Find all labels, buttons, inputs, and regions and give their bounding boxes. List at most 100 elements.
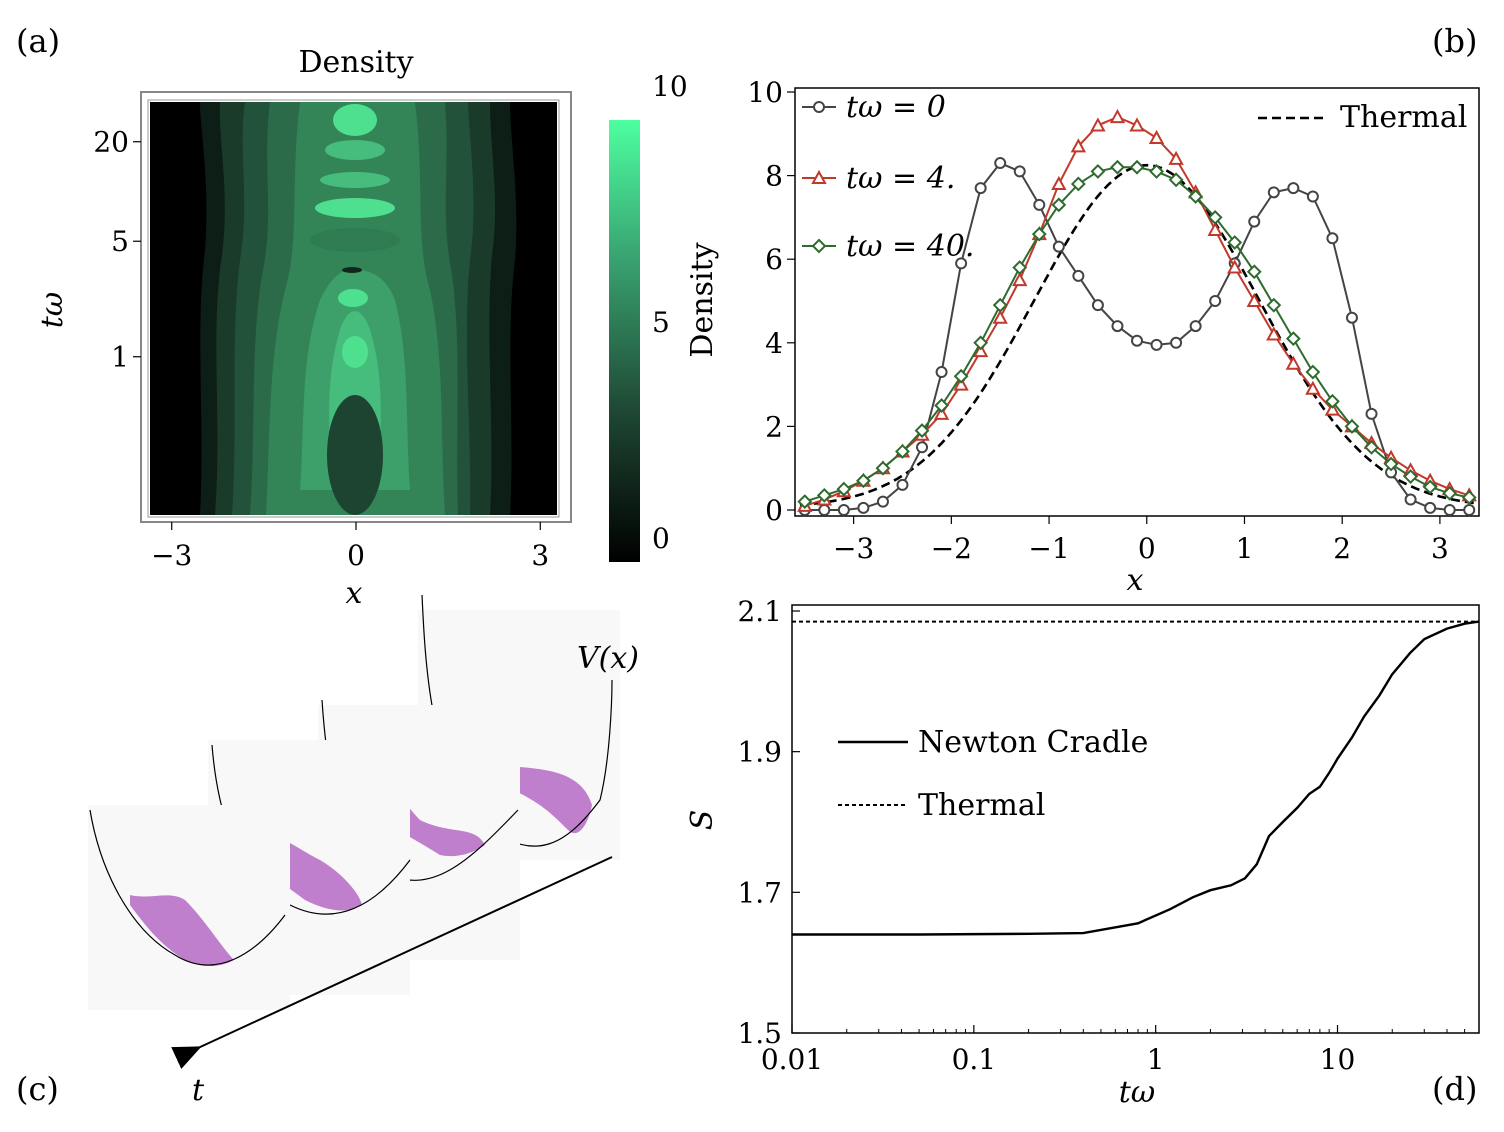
newton-cradle-entropy-line <box>792 620 1480 936</box>
entropy-x-tick-label: 0.1 <box>952 1043 997 1076</box>
diamond-marker <box>1031 226 1047 242</box>
colorbar-tick-label: 10 <box>652 70 688 103</box>
potential-well-1 <box>88 805 290 1010</box>
triangle-marker <box>1051 175 1067 190</box>
circle-marker <box>994 157 1007 170</box>
circle-marker <box>896 478 909 491</box>
entropy-legend: Newton Cradle Thermal <box>838 725 1148 823</box>
heatmap-x-tick-label: 3 <box>531 539 549 572</box>
legend-marker <box>811 238 827 254</box>
density-y-label: Density <box>685 242 720 357</box>
triangle-marker <box>1207 221 1223 236</box>
heatmap-x-tick-label: −3 <box>151 539 192 572</box>
circle-marker <box>876 495 889 508</box>
density-y-tick-label: 0 <box>765 494 783 527</box>
heatmap-x-ticks: −3 0 3 <box>151 522 549 572</box>
density-plot-frame <box>794 87 1480 517</box>
heatmap-title: Density <box>298 45 413 80</box>
triangle-marker <box>1012 272 1028 287</box>
diamond-marker <box>1012 260 1028 275</box>
entropy-x-tick-label: 1 <box>1147 1043 1165 1076</box>
circle-marker <box>955 257 968 270</box>
circle-marker <box>1131 334 1143 347</box>
circle-marker <box>1267 186 1280 199</box>
potential-label: V(x) <box>577 641 639 676</box>
diamond-marker <box>1090 164 1106 179</box>
colorbar-tick-label: 0 <box>652 522 670 555</box>
heatmap-y-tick-label: 1 <box>111 341 129 374</box>
circle-marker <box>1170 336 1183 349</box>
diamond-marker <box>1266 297 1282 313</box>
entropy-y-tick-label: 1.5 <box>737 1017 782 1050</box>
legend-label: tω = 40. <box>846 229 974 264</box>
diamond-marker <box>953 368 969 384</box>
circle-marker <box>818 504 831 516</box>
diamond-marker <box>1149 164 1164 179</box>
panel-b-tag: (b) <box>1432 22 1477 60</box>
circle-marker <box>1052 240 1065 253</box>
diamond-marker <box>1129 159 1145 175</box>
density-legend: tω = 0 tω = 4. tω = 40. Thermal <box>802 90 1467 264</box>
contour-peak-2 <box>338 289 368 307</box>
density-x-tick-label: 2 <box>1333 532 1351 565</box>
density-y-tick-label: 6 <box>765 243 783 276</box>
circle-marker <box>1463 504 1476 516</box>
entropy-panel: (d) 0.01 0.1 1 10 1.5 1.7 1.9 2.1 tω S Newton … <box>685 595 1480 1110</box>
density-x-tick-label: −3 <box>833 532 874 565</box>
contour-band-5 <box>333 104 377 136</box>
colorbar-ticks: 0 5 10 <box>652 70 688 555</box>
entropy-plot-frame <box>791 604 1480 1034</box>
density-x-tick-label: 1 <box>1236 532 1254 565</box>
diamond-marker <box>992 297 1008 313</box>
triangle-marker <box>1148 129 1165 144</box>
triangle-marker <box>1129 117 1145 132</box>
circle-marker <box>1209 295 1222 307</box>
legend-marker <box>811 169 827 184</box>
triangle-marker <box>933 405 950 420</box>
panel-a-tag: (a) <box>16 22 60 60</box>
heatmap-y-tick-label: 20 <box>93 126 129 159</box>
diamond-marker <box>836 481 852 497</box>
triangle-marker <box>972 343 989 358</box>
circle-marker <box>1287 182 1300 195</box>
thermal-reference-curve <box>799 163 1475 507</box>
triangle-marker <box>1324 401 1341 416</box>
density-y-tick-label: 2 <box>765 410 783 443</box>
circle-marker <box>1306 190 1319 203</box>
diamond-marker <box>1207 209 1223 225</box>
density-series <box>797 108 1477 516</box>
triangle-marker <box>1227 259 1243 274</box>
contour-peak-1 <box>342 336 368 368</box>
contour-dip <box>342 267 362 273</box>
diamond-marker <box>1051 197 1067 213</box>
diamond-marker <box>855 473 871 489</box>
entropy-y-tick-label: 1.9 <box>737 736 782 769</box>
diamond-marker <box>1461 490 1477 505</box>
entropy-y-label: S <box>685 810 720 831</box>
entropy-x-tick-label: 10 <box>1320 1043 1356 1076</box>
diamond-marker <box>914 423 930 438</box>
circle-marker <box>1424 501 1437 514</box>
diamond-marker <box>1285 331 1301 347</box>
entropy-x-label: tω <box>1119 1075 1156 1110</box>
entropy-x-tick-label: 0.01 <box>761 1043 823 1076</box>
contour-band-4 <box>325 140 385 160</box>
diamond-marker <box>1422 479 1438 495</box>
diamond-marker <box>1227 235 1243 250</box>
colorbar-tick-label: 5 <box>652 306 670 339</box>
triangle-marker <box>1168 150 1184 165</box>
entropy-y-tick-label: 1.7 <box>737 876 782 909</box>
triangle-marker <box>1070 138 1087 153</box>
density-blob-1 <box>130 895 234 966</box>
density-x-tick-label: 0 <box>1138 532 1156 565</box>
diamond-marker <box>1246 264 1262 280</box>
triangle-marker <box>1090 117 1106 132</box>
density-x-tick-label: −2 <box>931 532 972 565</box>
triangle-marker <box>953 376 969 391</box>
circle-marker <box>1033 198 1046 211</box>
circle-marker <box>1365 407 1378 420</box>
circle-marker <box>857 501 870 514</box>
entropy-y-tick-label: 2.1 <box>737 595 782 628</box>
circle-marker <box>1404 493 1417 506</box>
thermal-curve <box>799 163 1475 507</box>
